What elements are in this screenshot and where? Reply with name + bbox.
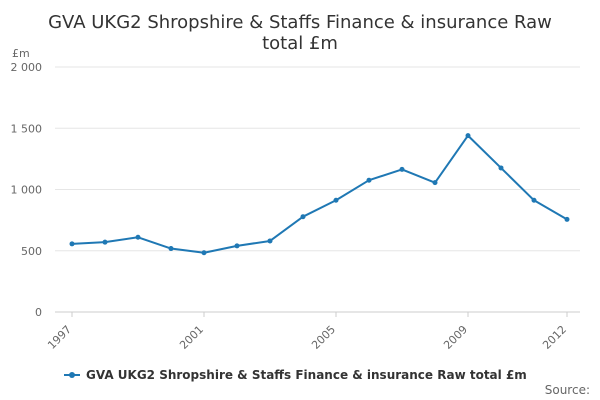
y-tick-label: 0 <box>35 306 42 319</box>
y-tick-label: 2 000 <box>11 61 43 74</box>
data-point[interactable] <box>465 133 471 139</box>
x-tick-label: 2001 <box>177 323 206 352</box>
data-point[interactable] <box>267 238 273 244</box>
data-point[interactable] <box>102 239 108 245</box>
x-tick-label: 2009 <box>441 323 470 352</box>
data-point[interactable] <box>234 243 240 249</box>
y-tick-label: 1 500 <box>11 122 43 135</box>
x-axis-ticks: 1997 2001 2005 2009 2012 <box>45 312 569 352</box>
grid-lines <box>55 66 580 313</box>
data-point[interactable] <box>135 234 141 240</box>
x-tick-label: 2005 <box>309 323 338 352</box>
y-tick-label: 500 <box>21 245 42 258</box>
series-layer <box>69 133 570 256</box>
y-tick-label: 1 000 <box>11 184 43 197</box>
legend-entry-label: GVA UKG2 Shropshire & Staffs Finance & i… <box>86 368 527 382</box>
legend-point-marker <box>69 372 75 378</box>
series-line <box>71 134 568 254</box>
data-point[interactable] <box>564 216 570 222</box>
data-point[interactable] <box>432 180 438 186</box>
data-point[interactable] <box>300 214 306 220</box>
data-point[interactable] <box>69 241 75 247</box>
data-point[interactable] <box>333 197 339 203</box>
data-point[interactable] <box>531 197 537 203</box>
data-point[interactable] <box>399 166 405 172</box>
x-tick-label: 2012 <box>540 323 569 352</box>
y-axis-unit-label: £m <box>12 47 30 60</box>
source-label[interactable]: Source: <box>545 383 590 397</box>
data-point[interactable] <box>366 177 372 183</box>
data-point[interactable] <box>201 250 207 256</box>
y-axis-ticks: 0 500 1 000 1 500 2 000 <box>11 61 43 319</box>
x-tick-label: 1997 <box>45 323 74 352</box>
chart-title-line-1: GVA UKG2 Shropshire & Staffs Finance & i… <box>48 12 552 33</box>
data-point[interactable] <box>168 246 174 252</box>
legend[interactable]: GVA UKG2 Shropshire & Staffs Finance & i… <box>64 368 527 382</box>
chart-title-line-2: total £m <box>262 33 338 54</box>
data-point[interactable] <box>498 165 504 171</box>
